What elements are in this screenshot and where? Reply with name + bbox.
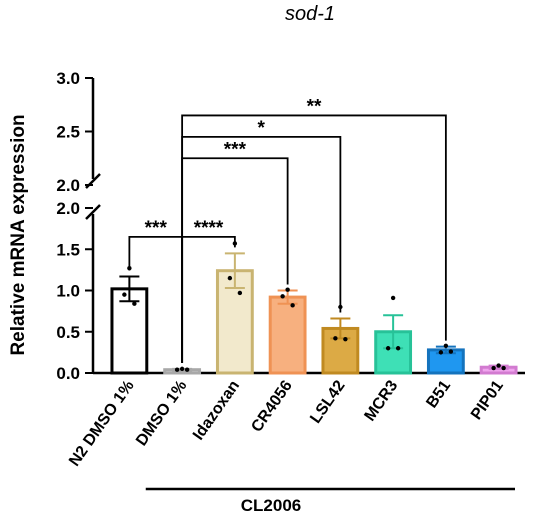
data-point bbox=[343, 336, 348, 342]
data-point bbox=[280, 294, 285, 299]
data-point bbox=[395, 346, 401, 351]
significance-label: ** bbox=[307, 96, 322, 117]
data-point bbox=[290, 303, 295, 308]
y-tick-label: 1.5 bbox=[56, 240, 80, 259]
chart-title: sod-1 bbox=[285, 3, 335, 25]
category-label: N2 DMSO 1% bbox=[66, 378, 138, 470]
significance-bracket bbox=[181, 135, 342, 363]
y-tick-label: 2.5 bbox=[56, 123, 80, 142]
significance-annotations: *** ********** bbox=[128, 96, 447, 363]
category-label: DMSO 1% bbox=[133, 378, 190, 450]
y-tick-label: 3.0 bbox=[56, 69, 80, 88]
data-point bbox=[174, 367, 180, 372]
y-tick-label: 0.5 bbox=[56, 323, 80, 342]
bar bbox=[321, 326, 360, 375]
significance-label: * bbox=[258, 118, 266, 139]
y-tick-label: 1.0 bbox=[56, 282, 80, 301]
data-point bbox=[496, 363, 501, 368]
y-axis-label: Relative mRNA expression bbox=[8, 114, 29, 355]
axis-break-mark bbox=[85, 204, 101, 220]
bar bbox=[268, 295, 307, 375]
group-label: CL2006 bbox=[241, 496, 301, 515]
significance-label: *** bbox=[145, 218, 168, 239]
y-tick-label: 2.0 bbox=[56, 199, 80, 218]
data-point bbox=[443, 343, 449, 348]
bars bbox=[110, 241, 518, 375]
data-point bbox=[132, 301, 137, 306]
group-annotation: CL2006 bbox=[145, 487, 515, 515]
significance-bracket bbox=[181, 114, 447, 363]
data-point bbox=[333, 336, 338, 341]
category-label: PIP01 bbox=[468, 377, 507, 423]
y-tick-label: 2.0 bbox=[56, 176, 80, 195]
data-point bbox=[438, 350, 444, 355]
data-point bbox=[122, 292, 127, 297]
category-label: CR4056 bbox=[248, 377, 296, 435]
category-labels: N2 DMSO 1%DMSO 1% Idazoxan CR4056 LSL42 MCR3… bbox=[66, 377, 507, 469]
data-point bbox=[227, 275, 233, 281]
significance-label: *** bbox=[224, 139, 247, 160]
significance-label: **** bbox=[194, 218, 224, 239]
data-point bbox=[237, 290, 243, 296]
data-point bbox=[448, 349, 454, 354]
data-point bbox=[385, 346, 391, 351]
data-point bbox=[184, 367, 190, 372]
category-label: LSL42 bbox=[307, 377, 349, 426]
data-point bbox=[501, 365, 506, 371]
category-label: Idazoxan bbox=[190, 378, 243, 444]
y-tick-label: 0.0 bbox=[56, 364, 80, 383]
data-point bbox=[390, 295, 396, 301]
data-point bbox=[491, 365, 496, 371]
data-point bbox=[179, 366, 185, 372]
category-label: MCR3 bbox=[361, 377, 401, 424]
data-point bbox=[285, 287, 290, 292]
category-label: B51 bbox=[423, 377, 454, 411]
